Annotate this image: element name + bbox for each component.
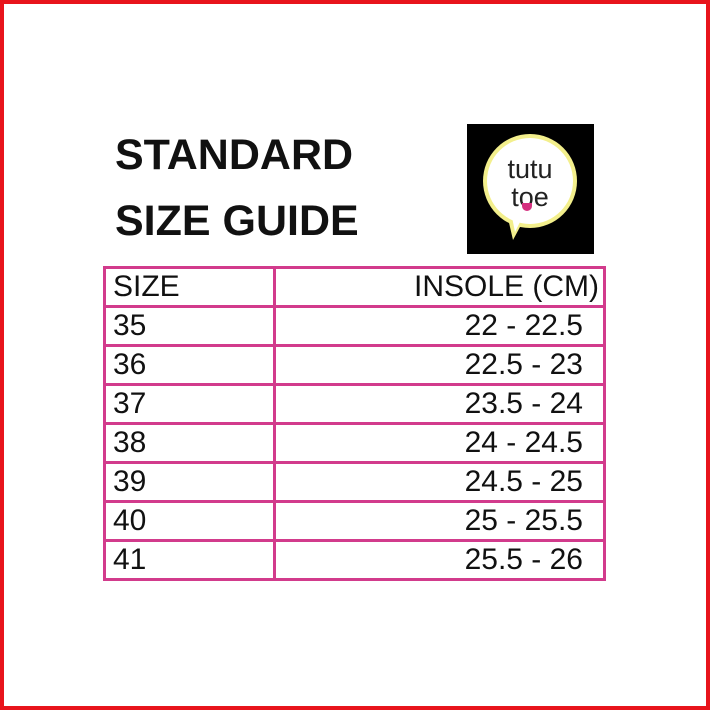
insole-cell: 22 - 22.5 bbox=[273, 305, 606, 347]
logo-pink-dot bbox=[522, 203, 532, 211]
size-cell: 36 bbox=[103, 344, 276, 386]
table-row: 41 25.5 - 26 bbox=[103, 539, 606, 581]
table-row: 38 24 - 24.5 bbox=[103, 422, 606, 464]
size-cell: 40 bbox=[103, 500, 276, 542]
insole-cell: 25.5 - 26 bbox=[273, 539, 606, 581]
table-row: 39 24.5 - 25 bbox=[103, 461, 606, 503]
title-line-2: SIZE GUIDE bbox=[115, 197, 359, 245]
table-row: 35 22 - 22.5 bbox=[103, 305, 606, 347]
table-row: 37 23.5 - 24 bbox=[103, 383, 606, 425]
size-cell: 39 bbox=[103, 461, 276, 503]
title-line-1: STANDARD bbox=[115, 131, 354, 179]
speech-bubble-icon: tutu toe bbox=[487, 138, 573, 224]
insole-cell: 25 - 25.5 bbox=[273, 500, 606, 542]
size-cell: 38 bbox=[103, 422, 276, 464]
tutu-toe-logo: tutu toe bbox=[467, 124, 594, 254]
insole-cell: 24.5 - 25 bbox=[273, 461, 606, 503]
insole-cell: 24 - 24.5 bbox=[273, 422, 606, 464]
size-cell: 37 bbox=[103, 383, 276, 425]
size-cell: 41 bbox=[103, 539, 276, 581]
table-row: 40 25 - 25.5 bbox=[103, 500, 606, 542]
insole-cell: 22.5 - 23 bbox=[273, 344, 606, 386]
table-header-row: SIZE INSOLE (CM) bbox=[103, 266, 606, 308]
speech-bubble-tail-inner bbox=[511, 212, 525, 232]
header-insole: INSOLE (CM) bbox=[273, 266, 606, 308]
logo-text-1: tutu bbox=[507, 154, 553, 184]
header-size: SIZE bbox=[103, 266, 276, 308]
insole-cell: 23.5 - 24 bbox=[273, 383, 606, 425]
table-row: 36 22.5 - 23 bbox=[103, 344, 606, 386]
size-table: SIZE INSOLE (CM) 35 22 - 22.5 36 22.5 - 23 3… bbox=[103, 266, 606, 581]
size-cell: 35 bbox=[103, 305, 276, 347]
